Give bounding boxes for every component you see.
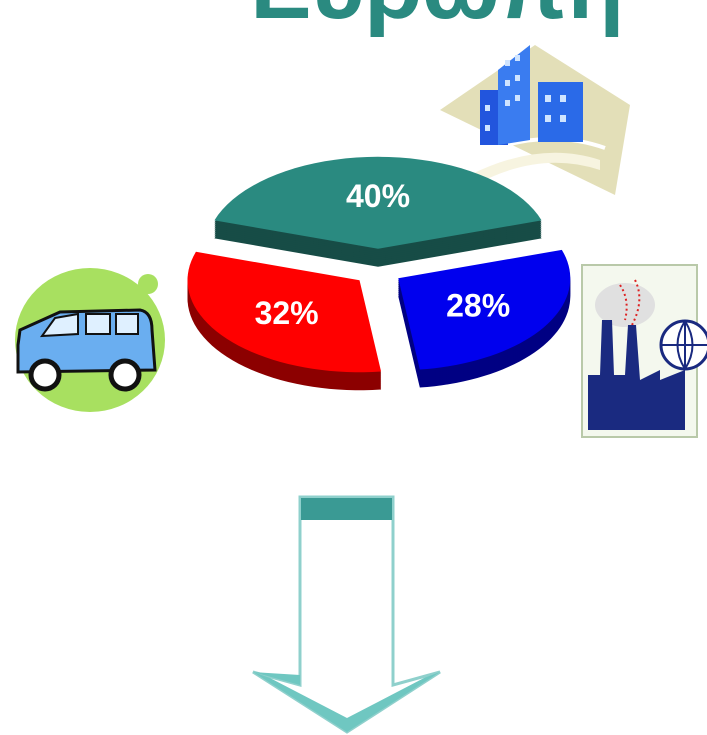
pie: 40% 28% 32% <box>187 156 571 391</box>
data-label: 32% <box>255 295 319 331</box>
chart-title: Ευρώπη <box>250 0 624 38</box>
van-icon <box>15 268 165 412</box>
factory-icon <box>581 264 707 438</box>
data-label: 40% <box>346 178 410 214</box>
data-label: 28% <box>446 287 510 323</box>
building-icon <box>440 45 630 195</box>
pie-slice <box>214 156 542 249</box>
down-arrow <box>252 495 441 734</box>
pie-slice <box>398 249 571 370</box>
pie-slice <box>187 251 382 373</box>
